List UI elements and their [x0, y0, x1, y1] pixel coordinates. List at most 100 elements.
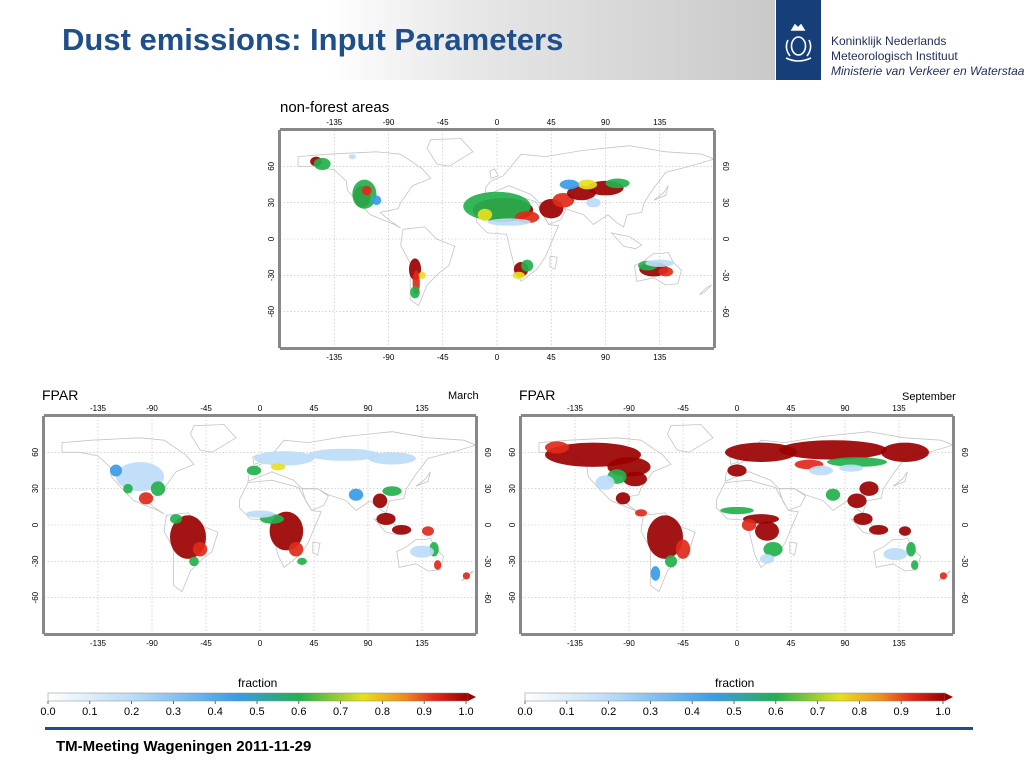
map-data-patch	[595, 475, 615, 490]
map-data-patch	[906, 541, 916, 557]
lat-tick-label-right: -60	[960, 592, 969, 604]
lon-tick-label-top: 45	[787, 404, 796, 413]
map-data-patch	[939, 572, 947, 580]
map-data-patch	[254, 451, 314, 466]
colorbar-tick-label: 0.5	[249, 706, 264, 718]
map-data-patch	[545, 441, 569, 454]
map-data-patch	[512, 271, 525, 279]
crest-icon	[776, 0, 821, 80]
lat-tick-label-right: 60	[483, 448, 492, 457]
map-data-patch	[605, 178, 630, 189]
colorbar-tick-label: 1.0	[935, 706, 950, 718]
lat-tick-label-left: -30	[31, 555, 40, 567]
colorbar-tick-label: 0.6	[291, 706, 306, 718]
map-data-patch	[189, 556, 199, 567]
september-fpar-map: -135 -135 -90 -90 -45 -45 0 0 45 45 90 90 135 135 60 60…	[508, 404, 969, 648]
lon-tick-label-bottom: 45	[787, 639, 796, 648]
map-data-layer	[110, 448, 470, 580]
lon-tick-label-bottom: 135	[653, 353, 667, 362]
map-data-patch	[410, 545, 434, 558]
footer-rule	[45, 727, 973, 730]
colorbar-extend-arrow	[468, 693, 476, 701]
map-data-patch	[650, 566, 661, 581]
march-fpar-map: -135 -135 -90 -90 -45 -45 0 0 45 45 90 90 135 135 60 60…	[31, 404, 492, 648]
map-data-layer	[310, 154, 675, 299]
lon-tick-label-bottom: -90	[623, 639, 635, 648]
map-gridlines	[280, 130, 714, 348]
september-fpar-title: FPAR	[519, 387, 556, 403]
lat-tick-label-left: 30	[267, 198, 276, 207]
colorbar-right-label: fraction	[715, 676, 755, 690]
map-data-patch	[635, 509, 647, 517]
map-data-patch	[376, 512, 396, 525]
colorbar-tick-label: 0.9	[417, 706, 432, 718]
lat-tick-label-left: -60	[508, 591, 517, 603]
map-data-patch	[759, 554, 775, 564]
map-data-patch	[559, 179, 579, 190]
colorbar-gradient	[524, 692, 946, 702]
lon-tick-label-bottom: 0	[495, 353, 500, 362]
colorbar-tick-label: 0.3	[166, 706, 181, 718]
map-data-patch	[665, 555, 677, 568]
colorbar-tick-label: 0.3	[643, 706, 658, 718]
map-data-patch	[577, 179, 598, 190]
map-data-patch	[755, 521, 779, 541]
map-data-patch	[809, 465, 833, 476]
lon-tick-label-top: -90	[146, 404, 158, 413]
lat-tick-label-left: -30	[508, 555, 517, 567]
map-data-patch	[477, 208, 493, 221]
map-data-patch	[727, 464, 747, 477]
continent-outlines	[297, 138, 716, 307]
colorbar-right: 0.0 0.1 0.2 0.3 0.4 0.5 0.6 0.7 0.8 0.9 1.0	[517, 692, 967, 722]
map-data-patch	[763, 541, 783, 557]
map-data-patch	[462, 572, 470, 580]
lon-tick-label-bottom: 135	[892, 639, 906, 648]
map-data-patch	[308, 448, 380, 461]
lon-tick-label-top: -90	[383, 118, 395, 127]
lat-tick-label-left: 60	[31, 447, 40, 456]
footer-text: TM-Meeting Wageningen 2011-11-29	[56, 738, 312, 755]
map-data-patch	[647, 515, 683, 559]
map-data-patch	[827, 457, 887, 467]
map-data-patch	[825, 488, 841, 501]
lon-tick-label-top: 135	[415, 404, 429, 413]
map-data-patch	[297, 557, 307, 565]
colorbar-tick-label: 0.1	[82, 706, 97, 718]
lat-tick-label-right: 0	[960, 523, 969, 528]
lat-tick-label-right: -30	[721, 270, 730, 282]
lat-tick-label-left: 0	[267, 236, 276, 241]
logo-line-3: Ministerie van Verkeer en Waterstaat	[831, 64, 1024, 78]
colorbar-tick-label: 0.0	[517, 706, 532, 718]
map-data-patch	[725, 442, 797, 463]
colorbar-tick-label: 0.9	[894, 706, 909, 718]
map-data-patch	[270, 463, 286, 471]
logo-line-2: Meteorologisch Instituut	[831, 49, 958, 63]
lat-tick-label-right: -60	[483, 592, 492, 604]
lon-tick-label-top: 90	[364, 404, 373, 413]
map-data-patch	[371, 195, 382, 206]
lon-tick-label-top: 0	[495, 118, 500, 127]
map-data-patch	[911, 560, 919, 570]
lat-tick-label-right: 0	[483, 523, 492, 528]
map-data-patch	[361, 185, 372, 196]
lon-tick-label-bottom: -90	[146, 639, 158, 648]
map-data-patch	[869, 525, 889, 535]
map-data-patch	[422, 526, 434, 536]
colorbar-tick-label: 0.7	[333, 706, 348, 718]
lon-tick-label-bottom: -45	[437, 353, 449, 362]
lon-tick-label-top: -90	[623, 404, 635, 413]
colorbar-extend-arrow	[945, 693, 953, 701]
lon-tick-label-bottom: 45	[547, 353, 556, 362]
map-data-patch	[853, 512, 873, 525]
lon-tick-label-bottom: 90	[364, 639, 373, 648]
logo-line-1: Koninklijk Nederlands	[831, 34, 947, 48]
knmi-logo: Koninklijk Nederlands Meteorologisch Ins…	[776, 0, 1024, 82]
lon-tick-label-bottom: -135	[326, 353, 343, 362]
colorbar-tick-label: 0.7	[810, 706, 825, 718]
lon-tick-label-bottom: 90	[601, 353, 610, 362]
map-data-patch	[487, 218, 531, 226]
march-fpar-title: FPAR	[42, 387, 79, 403]
map-data-patch	[521, 259, 534, 272]
lon-tick-label-bottom: 90	[841, 639, 850, 648]
colorbar-tick-label: 0.8	[852, 706, 867, 718]
